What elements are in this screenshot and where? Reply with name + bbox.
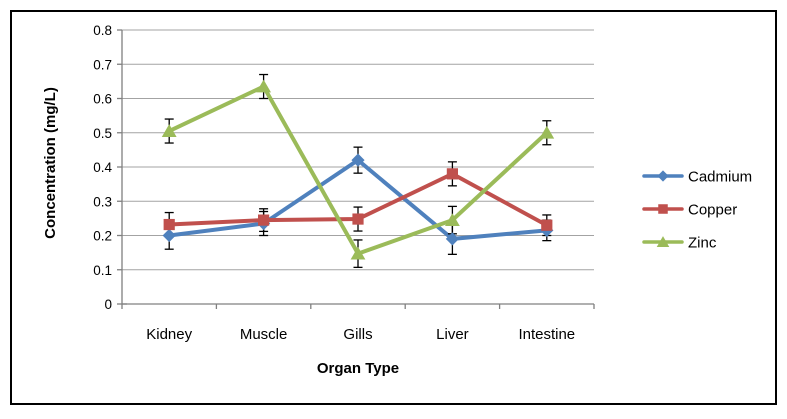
copper-marker <box>446 168 458 180</box>
y-tick-label: 0.5 <box>93 126 112 141</box>
y-tick-label: 0.7 <box>93 57 112 72</box>
error-bars <box>164 73 552 269</box>
legend-item-cadmium: Cadmium <box>642 169 752 186</box>
x-axis-title: Organ Type <box>317 360 399 377</box>
copper-marker <box>258 214 270 226</box>
y-tick-label: 0.8 <box>93 23 112 38</box>
cadmium-legend-marker-icon <box>657 170 669 182</box>
y-tick-label: 0.1 <box>93 263 112 278</box>
legend-label: Copper <box>688 202 737 219</box>
x-category-label: Intestine <box>518 326 575 343</box>
legend-item-copper: Copper <box>642 202 737 219</box>
legend: Cadmium Copper Zinc <box>642 169 752 252</box>
x-category-label: Muscle <box>240 326 288 343</box>
gridlines <box>122 29 594 271</box>
y-tick-label: 0.2 <box>93 229 112 244</box>
zinc-marker <box>539 125 555 139</box>
y-axis-title: Concentration (mg/L) <box>42 87 59 239</box>
chart-border <box>10 10 777 405</box>
y-tick-label: 0.6 <box>93 92 112 107</box>
zinc-legend-marker-icon <box>656 236 670 248</box>
x-category-label: Liver <box>436 326 469 343</box>
cadmium-marker <box>351 153 365 167</box>
copper-marker <box>352 213 364 225</box>
legend-label: Zinc <box>688 235 717 252</box>
y-tick-label: 0 <box>104 297 112 312</box>
x-category-label: Kidney <box>146 326 192 343</box>
zinc-marker <box>350 246 366 260</box>
y-tick-label: 0.4 <box>93 160 112 175</box>
series-markers <box>161 79 555 260</box>
zinc-marker <box>256 79 271 93</box>
zinc-marker <box>161 124 177 137</box>
legend-item-zinc: Zinc <box>642 235 717 252</box>
copper-marker <box>541 219 553 231</box>
copper-marker <box>163 218 175 231</box>
y-tick-label: 0.3 <box>93 194 112 209</box>
legend-label: Cadmium <box>688 169 752 186</box>
x-category-label: Gills <box>343 326 372 343</box>
cadmium-marker <box>445 232 459 246</box>
copper-legend-marker-icon <box>658 204 668 214</box>
axes: 0 0.1 0.2 0.3 0.4 0.5 0.6 0.7 0.8 Kidney Muscle Gil… <box>93 23 595 343</box>
cadmium-marker <box>162 228 176 243</box>
zinc-marker <box>445 213 460 226</box>
